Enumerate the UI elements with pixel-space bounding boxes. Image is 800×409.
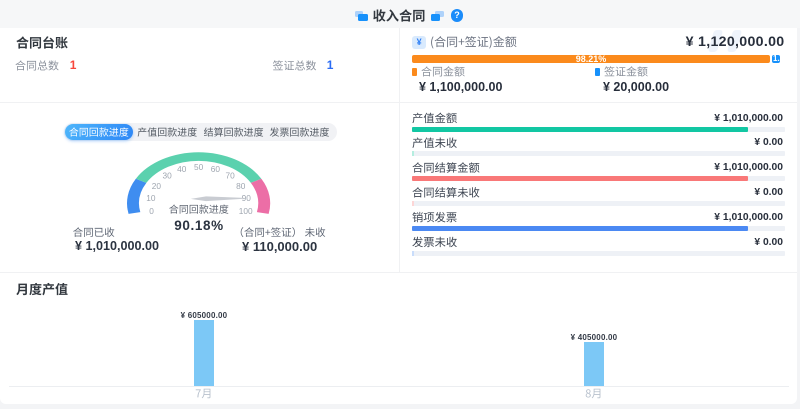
svg-text:50: 50: [194, 162, 204, 172]
svg-text:40: 40: [177, 164, 187, 174]
svg-text:20: 20: [152, 181, 162, 191]
svg-text:0: 0: [149, 206, 154, 216]
svg-text:70: 70: [225, 171, 235, 181]
svg-text:100: 100: [239, 206, 253, 216]
svg-text:10: 10: [146, 193, 156, 203]
svg-text:60: 60: [211, 164, 221, 174]
svg-text:80: 80: [236, 181, 246, 191]
svg-text:90: 90: [242, 193, 252, 203]
svg-text:30: 30: [162, 171, 172, 181]
